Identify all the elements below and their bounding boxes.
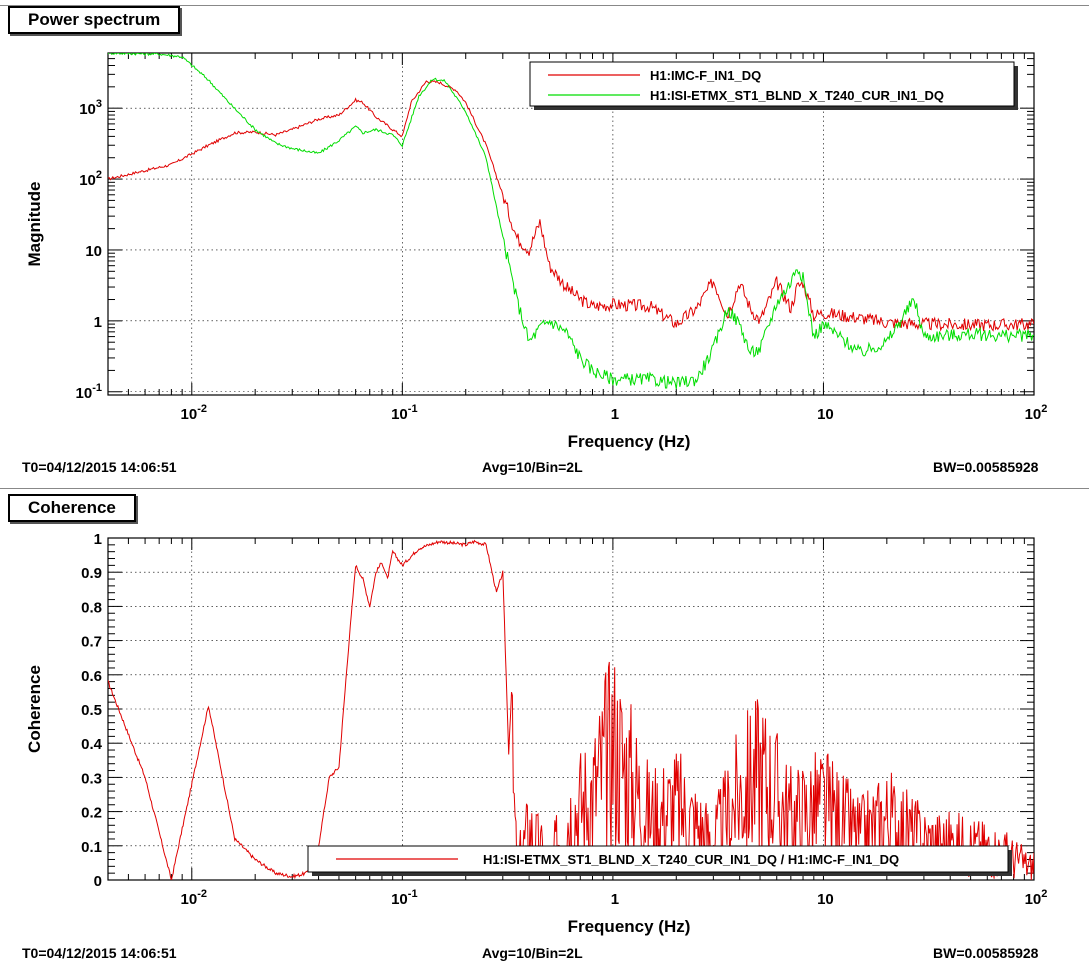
coh-y-tick-label-8: 0.8 — [81, 599, 102, 616]
coh-y-tick-label-9: 0.9 — [81, 565, 102, 582]
power-spectrum-title: Power spectrum — [8, 6, 181, 34]
coh-x-tick-label-1: 10-1 — [391, 888, 417, 908]
coh-y-tick-label-5: 0.5 — [81, 702, 102, 719]
coh-t0-label: T0=04/12/2015 14:06:51 — [22, 945, 177, 961]
coh-x-axis-label: Frequency (Hz) — [568, 917, 691, 936]
psd-x-axis-label: Frequency (Hz) — [568, 432, 691, 451]
coh-y-tick-label-1: 0.1 — [81, 839, 102, 856]
panel-separator-top — [0, 5, 1089, 6]
psd-y-axis-label: Magnitude — [25, 182, 44, 267]
coh-legend-label-0: H1:ISI-ETMX_ST1_BLND_X_T240_CUR_IN1_DQ /… — [483, 852, 899, 867]
psd-legend-label-1: H1:ISI-ETMX_ST1_BLND_X_T240_CUR_IN1_DQ — [650, 88, 944, 103]
psd-y-tick-label-1: 1 — [94, 314, 102, 331]
panel-separator-middle — [0, 488, 1089, 489]
coh-y-tick-label-10: 1 — [94, 531, 102, 548]
coherence-title: Coherence — [8, 494, 136, 522]
coh-y-tick-label-4: 0.4 — [81, 736, 103, 753]
psd-plot-area — [107, 52, 1035, 396]
coh-y-axis-label: Coherence — [25, 665, 44, 753]
coh-y-tick-label-2: 0.2 — [81, 805, 102, 822]
coh-bw-label: BW=0.00585928 — [933, 945, 1039, 961]
coh-y-tick-label-0: 0 — [94, 873, 102, 890]
psd-legend-label-0: H1:IMC-F_IN1_DQ — [650, 68, 761, 83]
coh-avg-label: Avg=10/Bin=2L — [482, 945, 583, 961]
coh-y-tick-label-7: 0.7 — [81, 634, 102, 651]
psd-frame — [107, 52, 1035, 396]
coh-frame — [107, 537, 1035, 881]
coh-x-tick-label-4: 102 — [1025, 888, 1048, 908]
coh-x-tick-label-0: 10-2 — [181, 888, 207, 908]
coh-y-tick-label-3: 0.3 — [81, 770, 102, 787]
psd-series-1 — [108, 53, 1034, 390]
psd-x-tick-label-2: 1 — [611, 406, 619, 423]
coh-x-tick-label-3: 10 — [817, 891, 834, 908]
psd-legend — [529, 61, 1015, 107]
psd-t0-label: T0=04/12/2015 14:06:51 — [22, 459, 177, 475]
psd-y-tick-label-2: 10 — [85, 243, 102, 260]
psd-x-tick-label-3: 10 — [817, 406, 834, 423]
psd-bw-label: BW=0.00585928 — [933, 459, 1039, 475]
coh-series-0 — [108, 539, 1034, 880]
coh-x-tick-label-2: 1 — [611, 891, 619, 908]
psd-avg-label: Avg=10/Bin=2L — [482, 459, 583, 475]
coh-y-tick-label-6: 0.6 — [81, 668, 102, 685]
